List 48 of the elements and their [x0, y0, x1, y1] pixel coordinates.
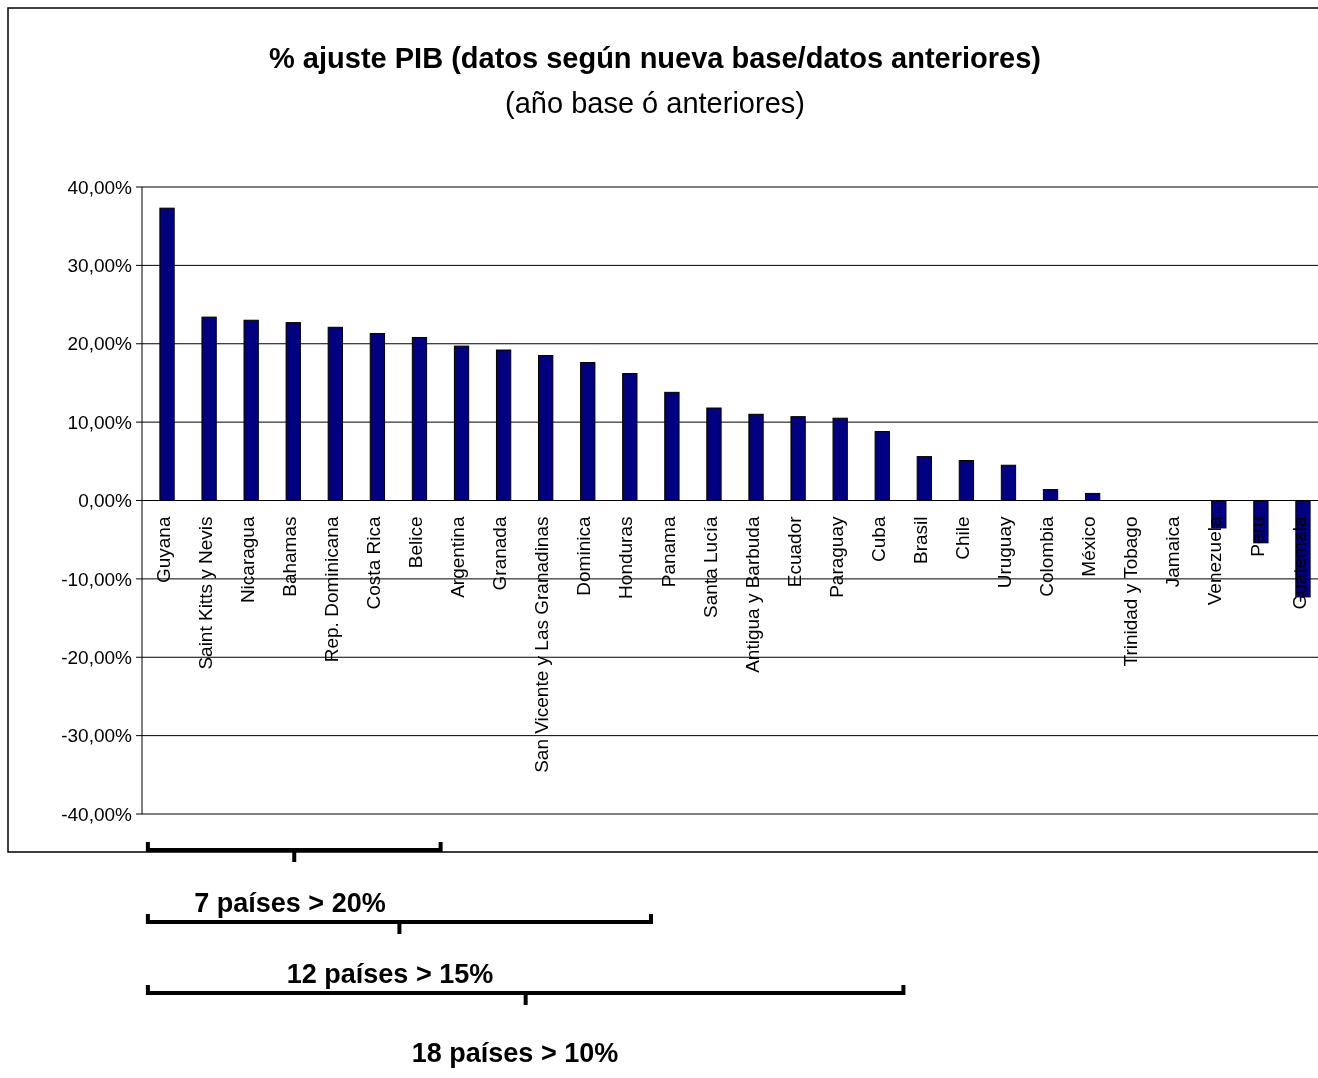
y-tick-label: -20,00%: [61, 646, 133, 668]
x-tick-label: Brasil: [909, 516, 931, 565]
bar: [1084, 492, 1101, 501]
x-tick-label: Nicaragua: [236, 516, 258, 604]
x-tick-label: Paraguay: [825, 516, 847, 598]
x-tick-label: Bahamas: [278, 516, 300, 597]
x-tick-label: Peru: [1246, 516, 1268, 557]
x-tick-label: Guyana: [152, 516, 174, 584]
bar: [958, 460, 975, 501]
text: 12 países > 15%: [286, 959, 494, 989]
y-tick-label: -40,00%: [61, 803, 133, 825]
y-tick-label: 40,00%: [67, 176, 133, 198]
chart-title: % ajuste PIB (datos según nueva base/datos anteriores): [269, 42, 1041, 74]
x-tick-label: Chile: [952, 516, 974, 560]
x-tick-label: Ecuador: [783, 515, 805, 588]
x-tick-label: Rep. Dominicana: [320, 516, 342, 663]
y-tick-label: 0,00%: [78, 490, 133, 512]
x-tick-label: Guatemala: [1288, 516, 1310, 610]
y-tick-label: 20,00%: [67, 333, 133, 355]
x-tick-label: Cuba: [867, 516, 889, 562]
text: 18 países > 10%: [411, 1038, 619, 1068]
x-tick-label: Argentina: [447, 516, 469, 598]
bar: [916, 456, 932, 501]
y-tick-label: -30,00%: [61, 725, 133, 747]
y-tick-label: -10,00%: [61, 568, 133, 590]
x-tick-label: Colombia: [1036, 516, 1058, 597]
y-tick-label: 30,00%: [67, 255, 133, 277]
x-tick-label: Antigua y Barbuda: [741, 516, 763, 673]
x-tick-label: Trinidad y Tobago: [1120, 516, 1142, 667]
x-tick-label: Granada: [489, 516, 511, 591]
x-tick-label: Honduras: [615, 516, 637, 599]
x-tick-label: Belice: [405, 516, 427, 569]
x-tick-label: Jamaica: [1162, 516, 1184, 588]
bar: [1000, 464, 1017, 501]
x-tick-label: México: [1078, 516, 1100, 577]
x-tick-label: Costa Rica: [363, 516, 385, 610]
chart-subtitle: (año base ó anteriores): [505, 87, 805, 119]
x-tick-label: Uruguay: [994, 516, 1016, 589]
x-tick-label: Saint Kitts y Nevis: [194, 516, 216, 670]
text: 7 países > 20%: [194, 888, 386, 918]
bar: [874, 431, 890, 501]
x-tick-label: San Vicente y Las Granadinas: [531, 516, 553, 773]
x-tick-label: Santa Lucía: [699, 516, 721, 618]
x-tick-label: Venezuela: [1204, 516, 1226, 606]
bar: [1042, 489, 1059, 501]
y-tick-label: 10,00%: [67, 411, 133, 433]
x-tick-label: Dominica: [573, 516, 595, 596]
x-tick-label: Panama: [657, 516, 679, 588]
